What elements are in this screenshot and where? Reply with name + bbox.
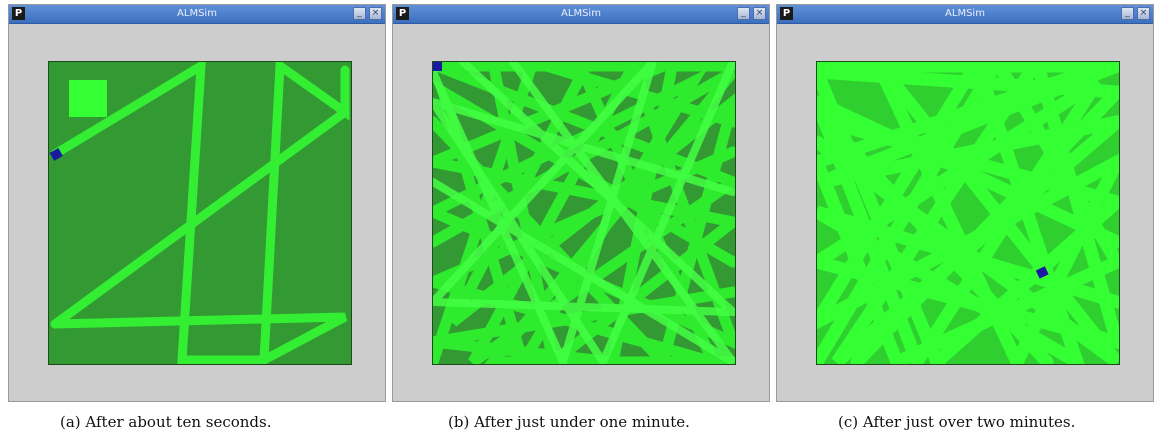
floor-map: [433, 62, 735, 364]
app-icon[interactable]: P: [12, 7, 25, 20]
simulator-window-c: P ALMSim _ ×: [776, 4, 1154, 402]
close-button[interactable]: ×: [1137, 7, 1150, 20]
robot-icon: [1035, 266, 1049, 279]
minimize-button[interactable]: _: [353, 7, 366, 20]
simulation-canvas: [48, 61, 352, 365]
app-icon[interactable]: P: [780, 7, 793, 20]
app-icon[interactable]: P: [396, 7, 409, 20]
title-bar[interactable]: P ALMSim _ ×: [393, 5, 769, 24]
caption-c: (c) After just over two minutes.: [838, 413, 1076, 431]
simulator-window-a: P ALMSim _ ×: [8, 4, 386, 402]
title-bar[interactable]: P ALMSim _ ×: [777, 5, 1153, 24]
floor-map: [49, 62, 350, 364]
window-title: ALMSim: [561, 8, 601, 19]
robot-icon: [433, 62, 442, 71]
caption-a: (a) After about ten seconds.: [60, 413, 272, 431]
robot-icon: [49, 148, 63, 161]
minimize-button[interactable]: _: [737, 7, 750, 20]
simulation-canvas: [432, 61, 736, 365]
window-title: ALMSim: [945, 8, 985, 19]
simulation-canvas: [816, 61, 1120, 365]
caption-b: (b) After just under one minute.: [448, 413, 690, 431]
clean-patch: [69, 80, 107, 117]
minimize-button[interactable]: _: [1121, 7, 1134, 20]
simulator-window-b: P ALMSim _ ×: [392, 4, 770, 402]
window-title: ALMSim: [177, 8, 217, 19]
floor-map: [817, 62, 1119, 364]
title-bar[interactable]: P ALMSim _ ×: [9, 5, 385, 24]
close-button[interactable]: ×: [753, 7, 766, 20]
close-button[interactable]: ×: [369, 7, 382, 20]
